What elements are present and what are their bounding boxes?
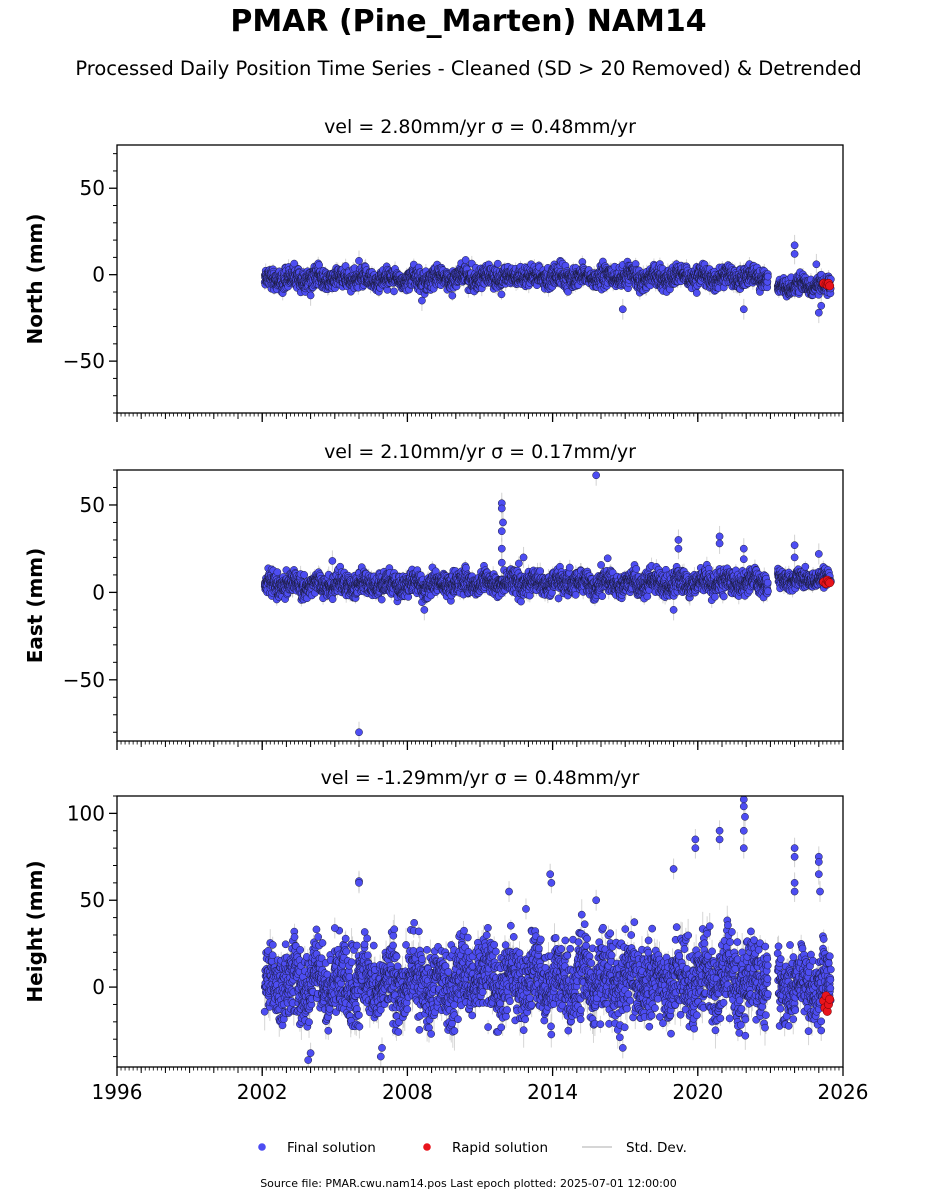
outlier-point	[355, 256, 363, 265]
data-point	[390, 287, 398, 296]
outlier-point	[739, 305, 748, 314]
outlier-point	[812, 260, 821, 269]
figure-subtitle: Processed Daily Position Time Series - C…	[75, 57, 862, 80]
outlier-point	[790, 250, 799, 258]
outlier-point	[618, 305, 627, 314]
data-point	[764, 272, 772, 281]
data-point	[497, 290, 506, 299]
figure-title: PMAR (Pine_Marten) NAM14	[230, 4, 707, 39]
y-tick-label: −50	[63, 349, 105, 373]
panel-title: vel = 2.80mm/yr σ = 0.48mm/yr	[324, 116, 636, 138]
x-axis-ticks	[116, 413, 844, 422]
data-point	[692, 289, 701, 297]
panel-1: vel = 2.80mm/yr σ = 0.48mm/yr North (mm)−…	[23, 116, 844, 422]
y-axis-label: North (mm)	[23, 213, 47, 344]
y-tick-label: 50	[80, 176, 105, 200]
outlier-point	[817, 301, 826, 310]
outlier-point	[418, 296, 426, 305]
outlier-point	[814, 308, 823, 317]
final-solution-points	[260, 241, 835, 317]
y-tick-label: 0	[92, 263, 105, 287]
data-point	[461, 256, 470, 264]
data-point	[493, 259, 502, 268]
outlier-point	[306, 291, 315, 300]
rapid-point	[825, 281, 835, 291]
data-point	[448, 291, 457, 300]
outlier-point	[790, 241, 799, 250]
y-axis-ticks: −50 0 50	[63, 153, 117, 414]
